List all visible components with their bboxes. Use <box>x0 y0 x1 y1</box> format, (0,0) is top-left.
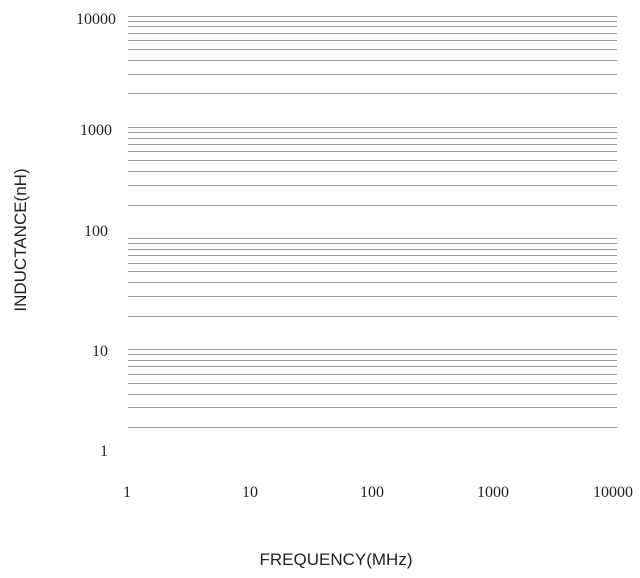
x-tick-label-1: 1 <box>123 484 131 501</box>
horizontal-grid-lines <box>128 16 617 428</box>
x-tick-label-1000: 1000 <box>477 484 509 501</box>
y-tick-label-1: 1 <box>100 443 108 460</box>
y-axis-title: INDUCTANCE(nH) <box>11 168 30 311</box>
x-tick-label-10: 10 <box>242 484 258 501</box>
y-tick-label-10000: 10000 <box>76 11 116 28</box>
x-axis-title: FREQUENCY(MHz) <box>260 550 413 569</box>
x-axis-tick-labels: 1 10 100 1000 10000 <box>123 484 633 501</box>
y-tick-label-10: 10 <box>92 343 108 360</box>
y-tick-label-100: 100 <box>84 223 108 240</box>
y-axis-tick-labels: 10000 1000 100 10 1 <box>76 11 116 460</box>
y-tick-label-1000: 1000 <box>80 122 112 139</box>
x-tick-label-10000: 10000 <box>593 484 633 501</box>
x-tick-label-100: 100 <box>360 484 384 501</box>
